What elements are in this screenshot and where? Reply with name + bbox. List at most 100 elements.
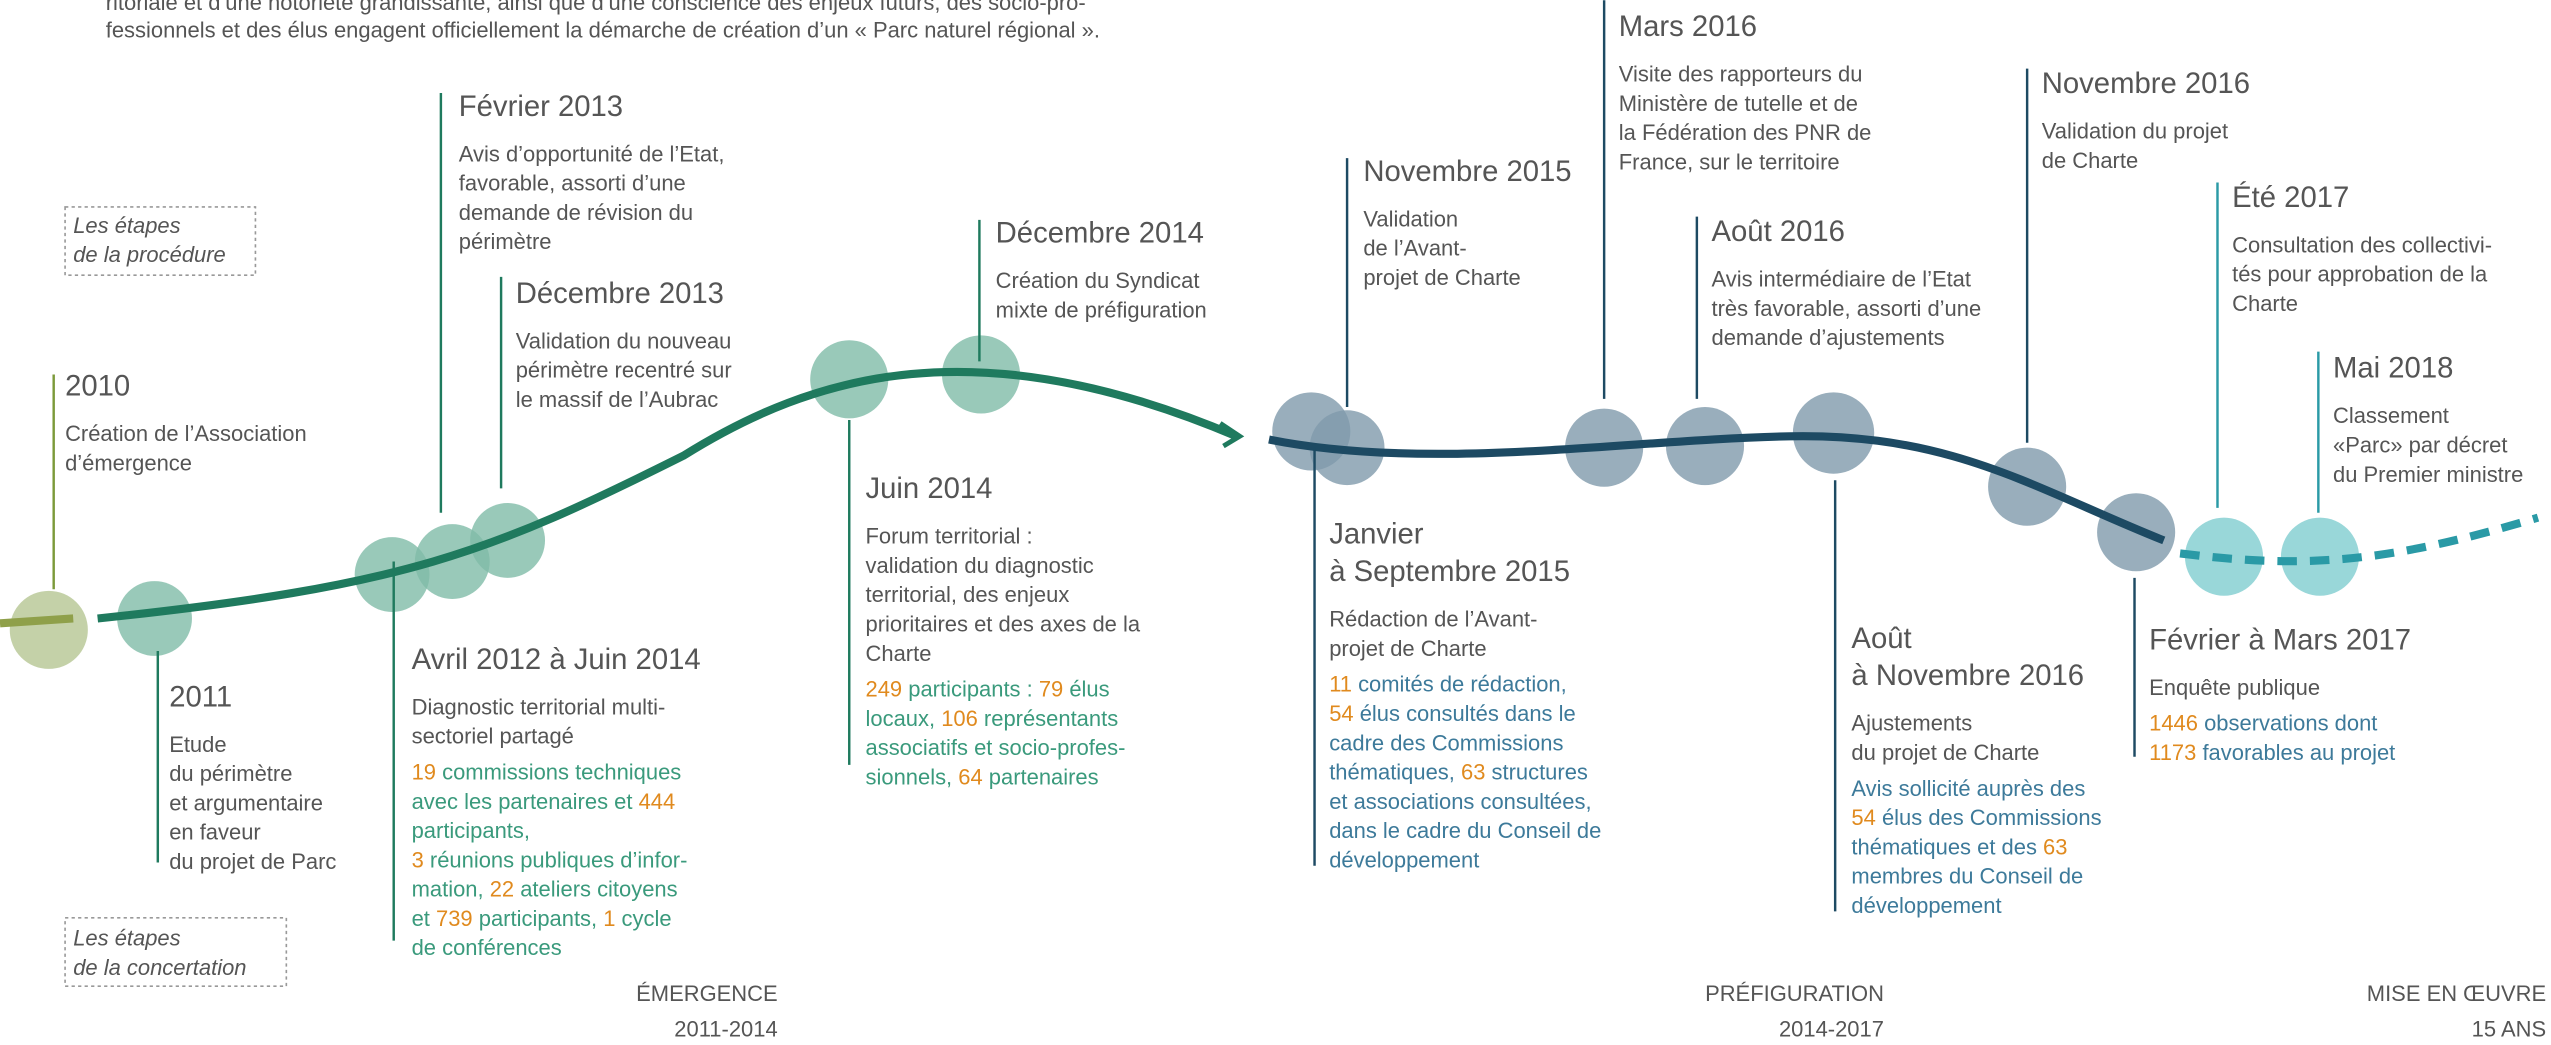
event-stats-line: développement [1851, 893, 2001, 918]
event-text-line: de Charte [2042, 148, 2138, 173]
phase-name: PRÉFIGURATION [1705, 981, 1884, 1006]
stat-text: favorables au projet [2196, 740, 2395, 765]
event-text-line: tés pour approbation de la [2232, 262, 2488, 287]
event-text-line: Etude [169, 732, 226, 757]
stat-number: 11 [1329, 672, 1352, 697]
stat-text: associatifs et socio-profes- [866, 735, 1126, 760]
stat-number: 1173 [2149, 740, 2196, 765]
event-text-line: projet de Charte [1329, 636, 1486, 661]
event-stats: 249 participants : 79 éluslocaux, 106 re… [866, 677, 1126, 790]
event-stats-line: 1446 observations dont [2149, 711, 2377, 736]
event-stats-line: 3 réunions publiques d’infor- [412, 847, 688, 872]
event-text-line: Consultation des collectivi- [2232, 232, 2492, 257]
phase-period: 2011-2014 [674, 1017, 777, 1042]
event-text-line: France, sur le territoire [1619, 149, 1840, 174]
stat-number: 106 [941, 706, 978, 731]
event-title: Avril 2012 à Juin 2014 [412, 643, 701, 676]
event-text-line: projet de Charte [1363, 265, 1520, 290]
legend-label-line: de la procédure [73, 242, 226, 267]
stat-text: Avis sollicité auprès des [1851, 776, 2085, 801]
event-text-line: Validation du nouveau [516, 328, 732, 353]
stat-text: mation, [412, 877, 490, 902]
event-stats-line: thématiques et des 63 [1851, 834, 2067, 859]
event-stats-line: mation, 22 ateliers citoyens [412, 877, 678, 902]
stat-text: avec les partenaires et [412, 789, 639, 814]
stat-number: 19 [412, 760, 436, 785]
blobs [10, 335, 2359, 669]
stat-text: membres du Conseil de [1851, 864, 2083, 889]
event-stats: 1446 observations dont 1173 favorables au… [2149, 711, 2395, 765]
event-stats-line: 1173 favorables au projet [2149, 740, 2395, 765]
event-title: Novembre 2016 [2042, 67, 2250, 100]
event-text-line: périmètre [459, 229, 552, 254]
event-text-line: demande de révision du [459, 200, 693, 225]
event-stats-line: dans le cadre du Conseil de [1329, 818, 1601, 843]
event-stats: 19 commissions techniques avec les parten… [412, 760, 688, 961]
page: ritoriale et d’une notoriété grandissant… [0, 0, 2551, 1045]
stat-text: de conférences [412, 935, 562, 960]
event-stats-line: 19 commissions techniques [412, 760, 682, 785]
event-text-line: validation du diagnostic [866, 553, 1094, 578]
event-title-line: 2011 [169, 680, 232, 713]
stat-number: 54 [1329, 701, 1353, 726]
event-text-line: du Premier ministre [2333, 462, 2523, 487]
stat-text: et [412, 906, 436, 931]
event-title-line: Février 2013 [459, 90, 623, 123]
phase-name: MISE EN ŒUVRE [2367, 981, 2546, 1006]
event-text-line: Classement [2333, 403, 2449, 428]
legend-label-line: Les étapes [73, 213, 180, 238]
event-title: Été 2017 [2232, 181, 2349, 214]
event-stats-line: associatifs et socio-profes- [866, 735, 1126, 760]
legend-label: Les étapesde la concertation [73, 925, 246, 979]
event-title-line: Janvier [1329, 518, 1424, 551]
event-text-line: en faveur [169, 820, 261, 845]
event-title-line: Novembre 2015 [1363, 155, 1571, 188]
event-text-line: d’émergence [65, 450, 192, 475]
event-title-line: Novembre 2016 [2042, 67, 2250, 100]
event-text-line: favorable, assorti d’une [459, 171, 686, 196]
event-text: Visite des rapporteurs du Ministère de tu… [1619, 62, 1872, 175]
event-text-line: territorial, des enjeux [866, 582, 1070, 607]
event-title-line: Avril 2012 à Juin 2014 [412, 643, 701, 676]
intro-text: ritoriale et d’une notoriété grandissant… [106, 0, 1100, 43]
event-stats-line: 54 élus consultés dans le [1329, 701, 1576, 726]
intro-text-line: fessionnels et des élus engagent officie… [106, 18, 1100, 43]
event-title-line: Août [1851, 622, 1911, 655]
stat-number: 739 [436, 906, 473, 931]
stat-text: développement [1851, 893, 2001, 918]
event-text-line: Charte [2232, 291, 2298, 316]
event-text-line: Enquête publique [2149, 675, 2320, 700]
event-text-line: du projet de Charte [1851, 740, 2039, 765]
phase-period: 15 ANS [2472, 1017, 2546, 1042]
event-title: Mars 2016 [1619, 10, 1757, 43]
stat-text: comités de rédaction, [1352, 672, 1567, 697]
event-title: Décembre 2013 [516, 277, 724, 310]
stat-number: 1446 [2149, 711, 2198, 736]
event-title: 2011 [169, 680, 232, 713]
stat-number: 249 [866, 677, 903, 702]
event-text-line: Avis d’opportunité de l’Etat, [459, 141, 725, 166]
event-title: Juin 2014 [866, 472, 993, 505]
event-text: Avis d’opportunité de l’Etat, favorable, … [459, 141, 725, 254]
event-text-line: du périmètre [169, 761, 292, 786]
event-text-line: Création du Syndicat [996, 268, 1200, 293]
event-text-line: «Parc» par décret [2333, 433, 2508, 458]
stat-text: ateliers citoyens [514, 877, 678, 902]
event-text-line: le massif de l’Aubrac [516, 387, 719, 412]
stat-number: 54 [1851, 805, 1875, 830]
event-stats-line: avec les partenaires et 444 [412, 789, 676, 814]
event-title-line: Août 2016 [1712, 215, 1845, 248]
event-text-line: Visite des rapporteurs du [1619, 62, 1863, 87]
event-title-line: Juin 2014 [866, 472, 993, 505]
stat-text: représentants [978, 706, 1118, 731]
event-text-line: Ministère de tutelle et de [1619, 91, 1858, 116]
event-title: Février à Mars 2017 [2149, 623, 2411, 656]
stat-text: réunions publiques d’infor- [424, 847, 688, 872]
stat-text: élus consultés dans le [1354, 701, 1576, 726]
stat-number: 1 [603, 906, 615, 931]
curve [0, 618, 73, 623]
